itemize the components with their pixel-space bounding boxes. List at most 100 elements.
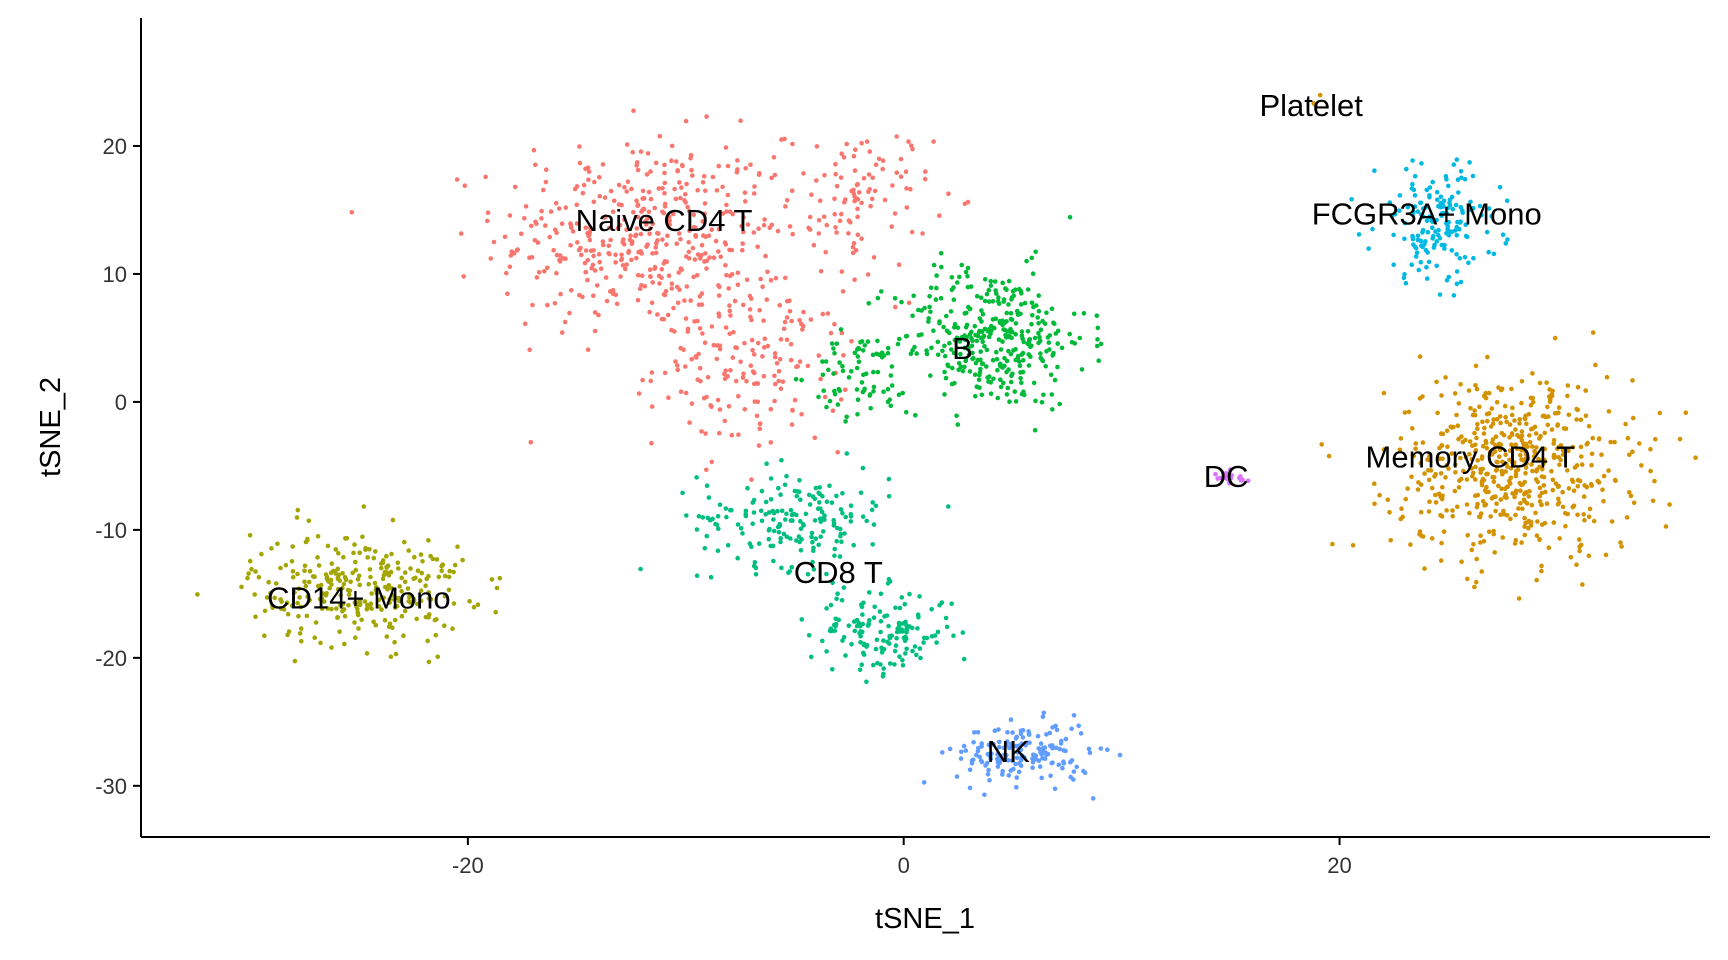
data-point [835,450,840,455]
data-point [1498,420,1503,426]
data-point [639,283,644,288]
data-point [597,194,603,199]
data-point [979,361,985,367]
data-point [1467,451,1472,457]
data-point [1484,489,1489,495]
data-point [855,232,861,238]
data-point [1496,483,1501,489]
data-point [944,624,950,630]
data-point [638,231,644,237]
data-point [1440,485,1445,490]
data-point [771,528,777,534]
data-point [998,377,1003,383]
data-point [1387,200,1393,205]
data-point [833,171,838,177]
data-point [1560,489,1565,495]
data-point [855,214,860,220]
data-point [653,160,659,166]
data-point [373,622,379,628]
data-point [1555,502,1561,507]
data-point [693,234,699,239]
data-point [966,304,971,310]
data-point [810,559,815,565]
data-point [985,751,991,757]
data-point [702,340,708,346]
data-point [850,250,856,256]
data-point [706,233,712,238]
data-point [652,266,657,272]
data-point [462,183,468,188]
data-point [1596,480,1602,485]
data-point [1466,388,1472,393]
data-point [1528,395,1534,401]
data-point [359,617,364,623]
data-point [753,572,759,577]
data-point [454,177,460,182]
data-point [669,286,675,291]
data-point [967,369,973,374]
data-point [824,606,829,611]
data-point [1009,373,1014,379]
data-point [844,141,849,147]
data-point [830,408,836,414]
data-point [1014,755,1020,761]
data-point [824,404,829,410]
data-point [1415,209,1421,214]
data-point [755,340,761,346]
data-point [1005,730,1010,735]
data-point [307,568,313,574]
data-point [756,541,762,546]
data-point [885,581,891,586]
data-point [1039,775,1044,781]
data-point [1456,190,1461,195]
data-point [787,569,792,574]
data-point [522,216,527,221]
data-point [959,749,964,755]
data-point [1022,755,1027,760]
data-point [923,169,928,174]
cluster-label: CD14+ Mono [267,580,451,615]
data-point [741,214,746,220]
data-point [1537,537,1542,543]
data-point [374,590,380,596]
data-point [557,259,563,264]
data-point [701,233,706,238]
data-point [1590,435,1595,441]
data-point [873,162,879,167]
data-point [1549,427,1555,432]
data-point [299,638,304,644]
data-point [1021,358,1026,363]
data-point [1518,482,1524,488]
data-point [1372,168,1377,173]
data-point [1040,755,1045,761]
data-point [426,538,431,543]
data-point [787,224,793,229]
data-point [1018,376,1023,381]
data-point [624,142,630,147]
data-point [1452,391,1458,396]
data-point [975,333,981,339]
data-point [801,171,806,176]
data-point [872,604,877,610]
data-point [1522,524,1527,529]
data-point [843,653,848,658]
data-point [1497,447,1503,453]
data-point [730,211,735,217]
data-point [1631,500,1637,506]
data-point [324,591,329,596]
data-point [756,226,761,231]
data-point [722,418,728,424]
data-point [1389,214,1395,219]
data-point [1509,442,1514,448]
data-point [1507,448,1513,454]
data-point [1481,431,1487,436]
data-point [335,566,341,572]
data-point [852,277,857,283]
data-point [1537,380,1543,386]
data-point [723,368,728,374]
data-point [1624,515,1630,520]
data-point [694,527,700,532]
data-point [1551,455,1557,461]
data-point [543,223,548,228]
data-point [861,176,867,181]
